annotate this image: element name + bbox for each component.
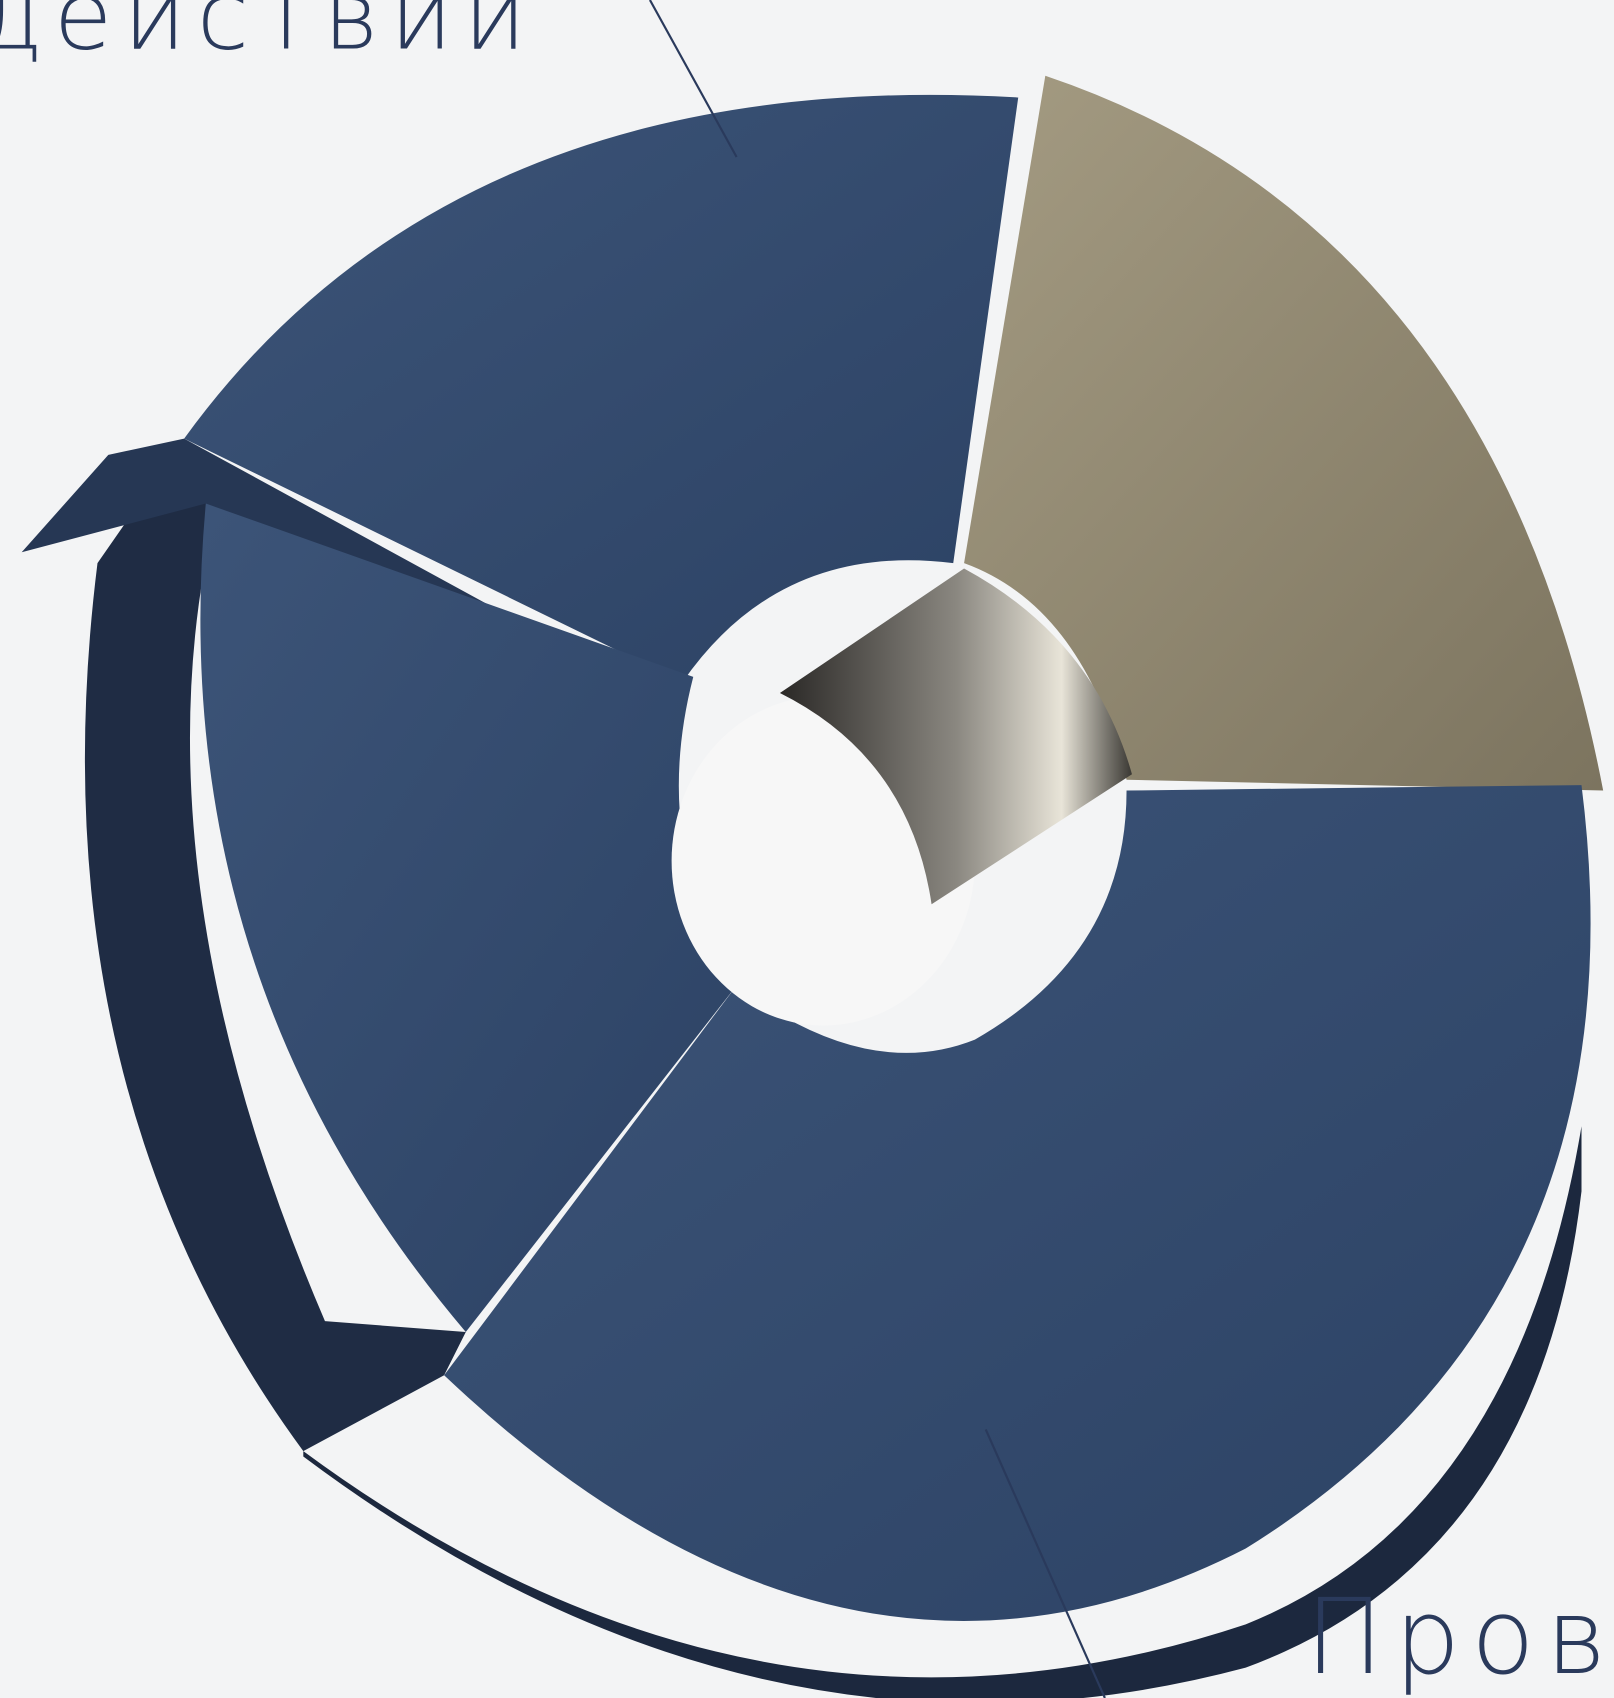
label-bottom: Прове [1305,1576,1614,1698]
metal-core [779,568,1132,905]
leader-line [648,0,738,158]
segment-left [200,503,737,1332]
leader-line [984,1428,1106,1698]
segment-tan [964,75,1604,791]
ring-side [84,438,466,1452]
segment-bottom-right [444,785,1591,1621]
label-top: действий [0,0,537,72]
segment-edge [21,438,650,694]
segment-top-left [184,94,1019,683]
